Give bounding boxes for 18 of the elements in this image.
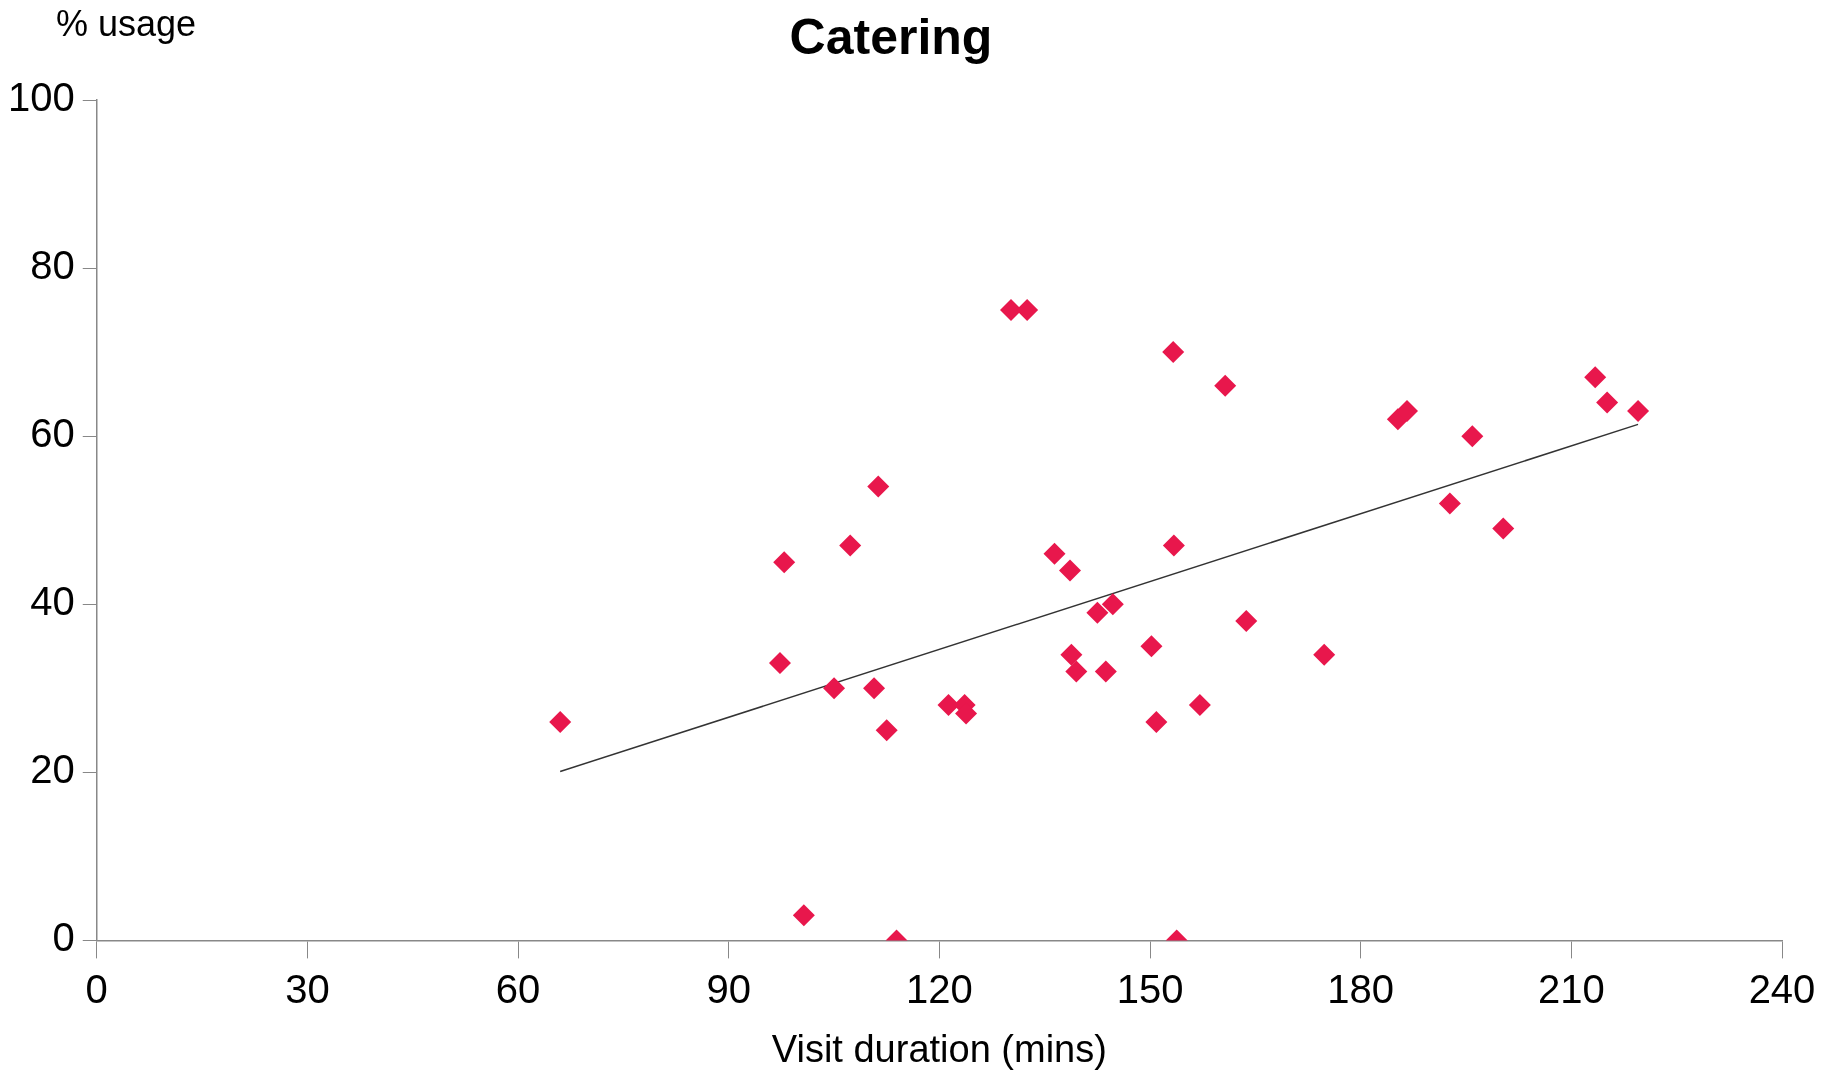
x-tick-label: 90 [706, 967, 751, 1012]
x-tick-label: 150 [1116, 967, 1184, 1012]
y-tick-label: 0 [52, 915, 75, 960]
x-tick-label: 120 [905, 967, 973, 1012]
x-tick-label: 240 [1748, 967, 1816, 1012]
x-tick-label: 30 [285, 967, 330, 1012]
y-tick-label: 60 [30, 411, 75, 456]
x-tick-label: 210 [1537, 967, 1605, 1012]
y-tick-label: 100 [7, 75, 75, 120]
x-axis-title: Visit duration (mins) [771, 1027, 1107, 1070]
y-tick-label: 80 [30, 243, 75, 288]
x-tick-label: 0 [85, 967, 108, 1012]
y-tick-label: 20 [30, 747, 75, 792]
x-tick-label: 180 [1327, 967, 1395, 1012]
x-tick-label: 60 [495, 967, 541, 1012]
y-axis-title: % usage [56, 2, 197, 44]
y-tick-label: 40 [30, 579, 75, 624]
chart-title: Catering [789, 8, 993, 65]
